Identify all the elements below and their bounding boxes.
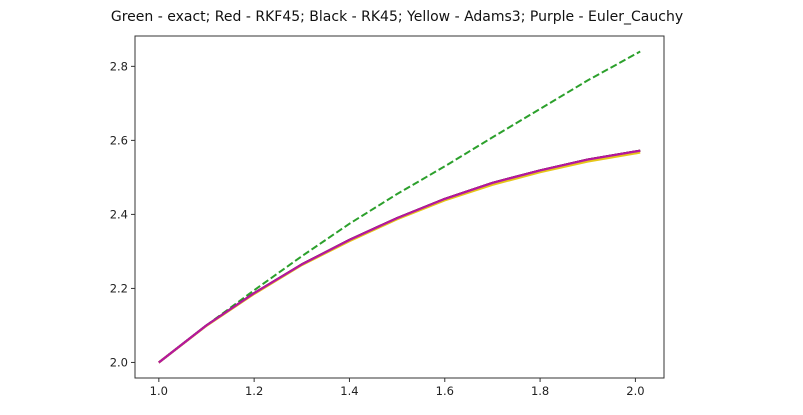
y-tick-label: 2.2 [110,281,128,295]
chart-title: Green - exact; Red - RKF45; Black - RK45… [111,9,683,25]
x-tick-label: 1.8 [531,384,549,398]
x-axis: 1.0 1.2 1.4 1.6 1.8 2.0 [150,378,645,398]
x-tick-label: 1.0 [150,384,168,398]
y-tick-label: 2.4 [110,207,128,221]
x-tick-label: 1.4 [340,384,358,398]
x-tick-label: 1.2 [245,384,263,398]
series-line-2 [158,149,641,364]
y-axis: 2.0 2.2 2.4 2.6 2.8 [110,59,135,369]
y-tick-label: 2.6 [110,133,128,147]
series-line-1 [158,149,641,364]
series-layer [158,50,641,364]
y-tick-label: 2.8 [110,59,128,73]
x-tick-label: 1.6 [436,384,454,398]
axes-frame [134,35,665,379]
series-line-4 [158,149,641,364]
series-line-3 [158,151,641,364]
series-line-0 [158,50,641,364]
x-tick-label: 2.0 [626,384,644,398]
y-tick-label: 2.0 [110,355,128,369]
